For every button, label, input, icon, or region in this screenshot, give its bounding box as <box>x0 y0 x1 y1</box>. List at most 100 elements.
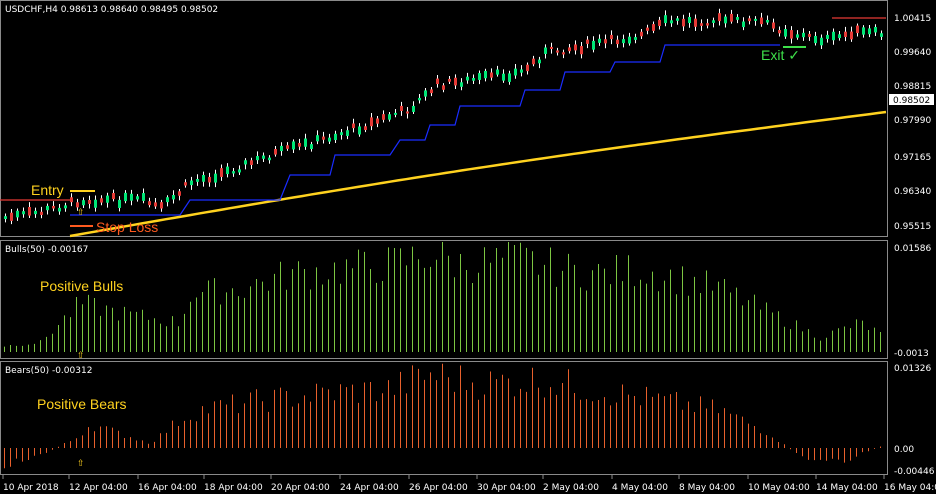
bear-candle <box>640 31 643 37</box>
bull-candle <box>202 175 205 182</box>
trailing-stop-layer <box>0 17 886 216</box>
positive-bears-label: Positive Bears <box>37 396 126 412</box>
entry-label: Entry <box>31 182 64 198</box>
bull-candle <box>130 193 133 201</box>
price-axis-label: 0.95515 <box>894 222 931 232</box>
time-axis-label: 12 Apr 04:00 <box>69 483 128 493</box>
bull-candle <box>310 144 313 150</box>
bear-candle <box>490 72 493 78</box>
price-axis-label: 0.99640 <box>894 48 931 58</box>
bull-candle <box>676 18 679 21</box>
current-price-value: 0.98502 <box>893 96 930 106</box>
bears-panel[interactable] <box>0 361 888 475</box>
bull-candle <box>514 68 517 76</box>
trailing-stop-line <box>70 44 780 216</box>
bear-candle <box>844 31 847 37</box>
bears-histogram-layer <box>4 363 881 469</box>
price-axis-label: 0.98815 <box>894 82 931 92</box>
candles-layer <box>4 8 883 225</box>
exit-label: Exit ✓ <box>761 47 800 63</box>
bear-candle <box>550 46 553 50</box>
bear-candle <box>556 50 559 53</box>
bear-candle <box>454 77 457 86</box>
bull-candle <box>262 155 265 159</box>
bull-candle <box>754 18 757 21</box>
bull-candle <box>256 156 259 161</box>
bull-candle <box>466 76 469 81</box>
bears-axis-zero: 0.00 <box>894 445 914 455</box>
bear-candle <box>322 136 325 140</box>
bear-candle <box>760 17 763 25</box>
price-axis: 1.00415 0.99640 0.98815 0.97990 0.97165 … <box>889 14 934 232</box>
bear-candle <box>286 145 289 149</box>
bull-candle <box>766 19 769 23</box>
price-panel[interactable] <box>0 0 888 237</box>
chart-symbol-title: USDCHF,H4 0.98613 0.98640 0.98495 0.9850… <box>5 5 218 15</box>
bull-candle <box>820 37 823 46</box>
bear-candle <box>436 78 439 85</box>
time-axis-label: 16 Apr 04:00 <box>138 483 197 493</box>
bear-candle <box>658 19 661 26</box>
bull-candle <box>106 195 109 203</box>
bull-candle <box>142 193 145 201</box>
bears-panel-title: Bears(50) -0.00312 <box>5 366 92 376</box>
bull-candle <box>232 171 235 174</box>
bear-candle <box>718 13 721 22</box>
bull-candle <box>328 137 331 142</box>
bull-candle <box>874 26 877 33</box>
price-axis-label: 0.97990 <box>894 116 931 126</box>
bear-candle <box>706 23 709 26</box>
bear-candle <box>568 47 571 52</box>
bull-candle <box>880 33 883 37</box>
bulls-panel[interactable] <box>0 240 888 359</box>
bear-candle <box>376 118 379 124</box>
bull-candle <box>670 20 673 24</box>
bull-candle <box>16 210 19 218</box>
bear-candle <box>184 182 187 186</box>
price-axis-label: 0.96340 <box>894 187 931 197</box>
bull-candle <box>736 17 739 20</box>
bull-candle <box>802 32 805 38</box>
bull-candle <box>634 37 637 40</box>
bear-candle <box>442 85 445 90</box>
bull-candle <box>34 210 37 215</box>
bull-candle <box>472 77 475 81</box>
bull-candle <box>226 166 229 175</box>
bull-candle <box>742 21 745 28</box>
bull-candle <box>418 97 421 101</box>
bear-candle <box>88 199 91 204</box>
bull-candle <box>190 180 193 186</box>
bull-candle <box>292 141 295 150</box>
bear-candle <box>160 202 163 209</box>
bull-candle <box>304 138 307 147</box>
bull-candle <box>484 70 487 79</box>
bull-candle <box>814 35 817 44</box>
bear-candle <box>616 39 619 45</box>
bull-candle <box>496 69 499 75</box>
bear-candle <box>748 18 751 22</box>
time-axis-label: 10 May 04:00 <box>748 483 810 493</box>
bull-candle <box>628 36 631 44</box>
bear-candle <box>532 58 535 65</box>
bear-candle <box>808 33 811 37</box>
bear-candle <box>856 25 859 34</box>
bull-candle <box>214 173 217 183</box>
price-axis-label: 0.97165 <box>894 153 931 163</box>
bear-candle <box>10 212 13 221</box>
stop-loss-label: Stop Loss <box>96 219 158 235</box>
bull-candle <box>136 196 139 200</box>
bull-candle <box>22 211 25 215</box>
bear-candle <box>76 202 79 208</box>
time-axis-label: 2 May 04:00 <box>543 483 599 493</box>
bull-candle <box>784 29 787 37</box>
bull-candle <box>346 130 349 136</box>
time-axis-label: 30 Apr 04:00 <box>477 483 536 493</box>
current-price-tag <box>889 94 934 105</box>
bull-candle <box>124 192 127 202</box>
bear-candle <box>700 23 703 26</box>
bull-candle <box>868 28 871 35</box>
time-axis-label: 8 May 04:00 <box>679 483 735 493</box>
positive-bulls-label: Positive Bulls <box>40 278 123 294</box>
bears-axis-top: 0.01326 <box>894 364 931 374</box>
